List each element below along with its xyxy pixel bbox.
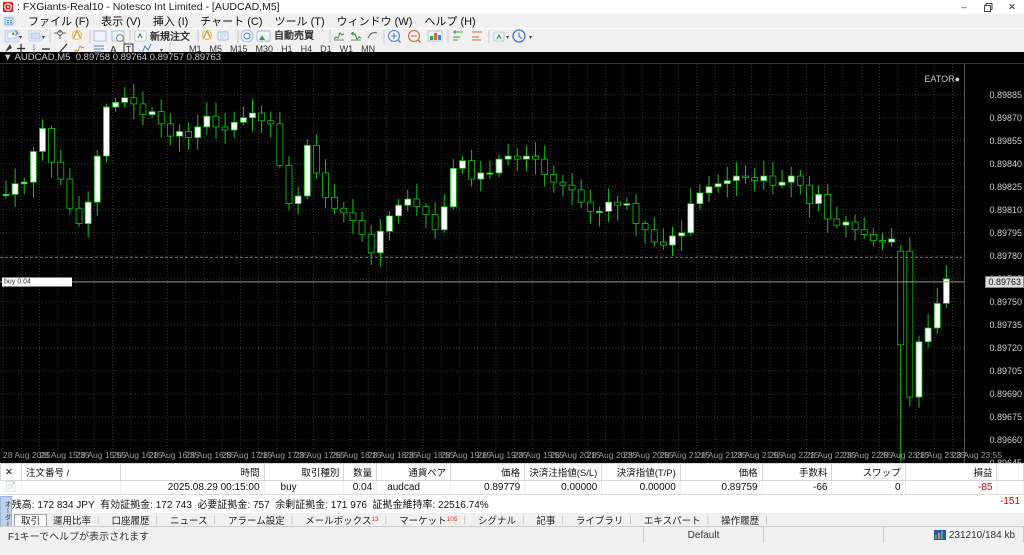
svg-text:▾: ▾ [506,35,509,41]
svg-text:自動売買: 自動売買 [274,29,314,42]
svg-text:▾: ▾ [19,35,22,41]
svg-text:▾: ▾ [42,35,45,41]
svg-text:▾: ▾ [529,35,532,41]
